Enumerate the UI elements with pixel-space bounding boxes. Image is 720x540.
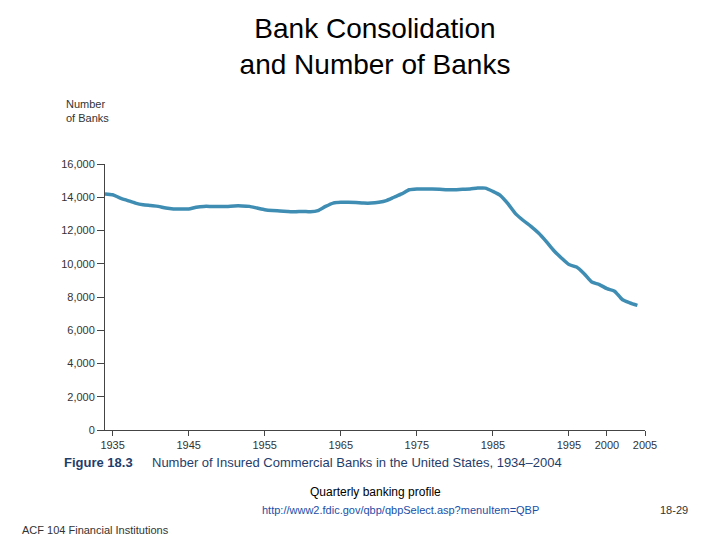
svg-text:18-29: 18-29 <box>660 504 688 516</box>
svg-text:1975: 1975 <box>405 439 429 451</box>
svg-text:2000: 2000 <box>595 439 619 451</box>
svg-text:1985: 1985 <box>481 439 505 451</box>
svg-text:Numberof Banks: Numberof Banks <box>66 98 109 124</box>
svg-text:1945: 1945 <box>176 439 200 451</box>
svg-text:6,000: 6,000 <box>67 324 95 336</box>
svg-text:1995: 1995 <box>557 439 581 451</box>
svg-text:1955: 1955 <box>252 439 276 451</box>
svg-text:ACF 104 Financial Institutions: ACF 104 Financial Institutions <box>22 524 169 536</box>
svg-text:16,000: 16,000 <box>61 158 95 170</box>
svg-text:4,000: 4,000 <box>67 357 95 369</box>
svg-text:Quarterly banking profile: Quarterly banking profile <box>310 485 441 499</box>
svg-text:14,000: 14,000 <box>61 191 95 203</box>
svg-text:http://www2.fdic.gov/qbp/qbpSe: http://www2.fdic.gov/qbp/qbpSelect.asp?m… <box>262 504 539 516</box>
svg-text:10,000: 10,000 <box>61 258 95 270</box>
svg-text:Figure 18.3: Figure 18.3 <box>64 455 133 470</box>
svg-text:12,000: 12,000 <box>61 224 95 236</box>
svg-text:0: 0 <box>89 424 95 436</box>
svg-text:2005: 2005 <box>633 439 657 451</box>
svg-text:1965: 1965 <box>329 439 353 451</box>
svg-text:1935: 1935 <box>100 439 124 451</box>
svg-text:Bank Consolidationand Number o: Bank Consolidationand Number of Banks <box>240 13 511 80</box>
svg-text:8,000: 8,000 <box>67 291 95 303</box>
svg-text:2,000: 2,000 <box>67 391 95 403</box>
svg-text:Number of Insured Commercial B: Number of Insured Commercial Banks in th… <box>152 455 562 470</box>
